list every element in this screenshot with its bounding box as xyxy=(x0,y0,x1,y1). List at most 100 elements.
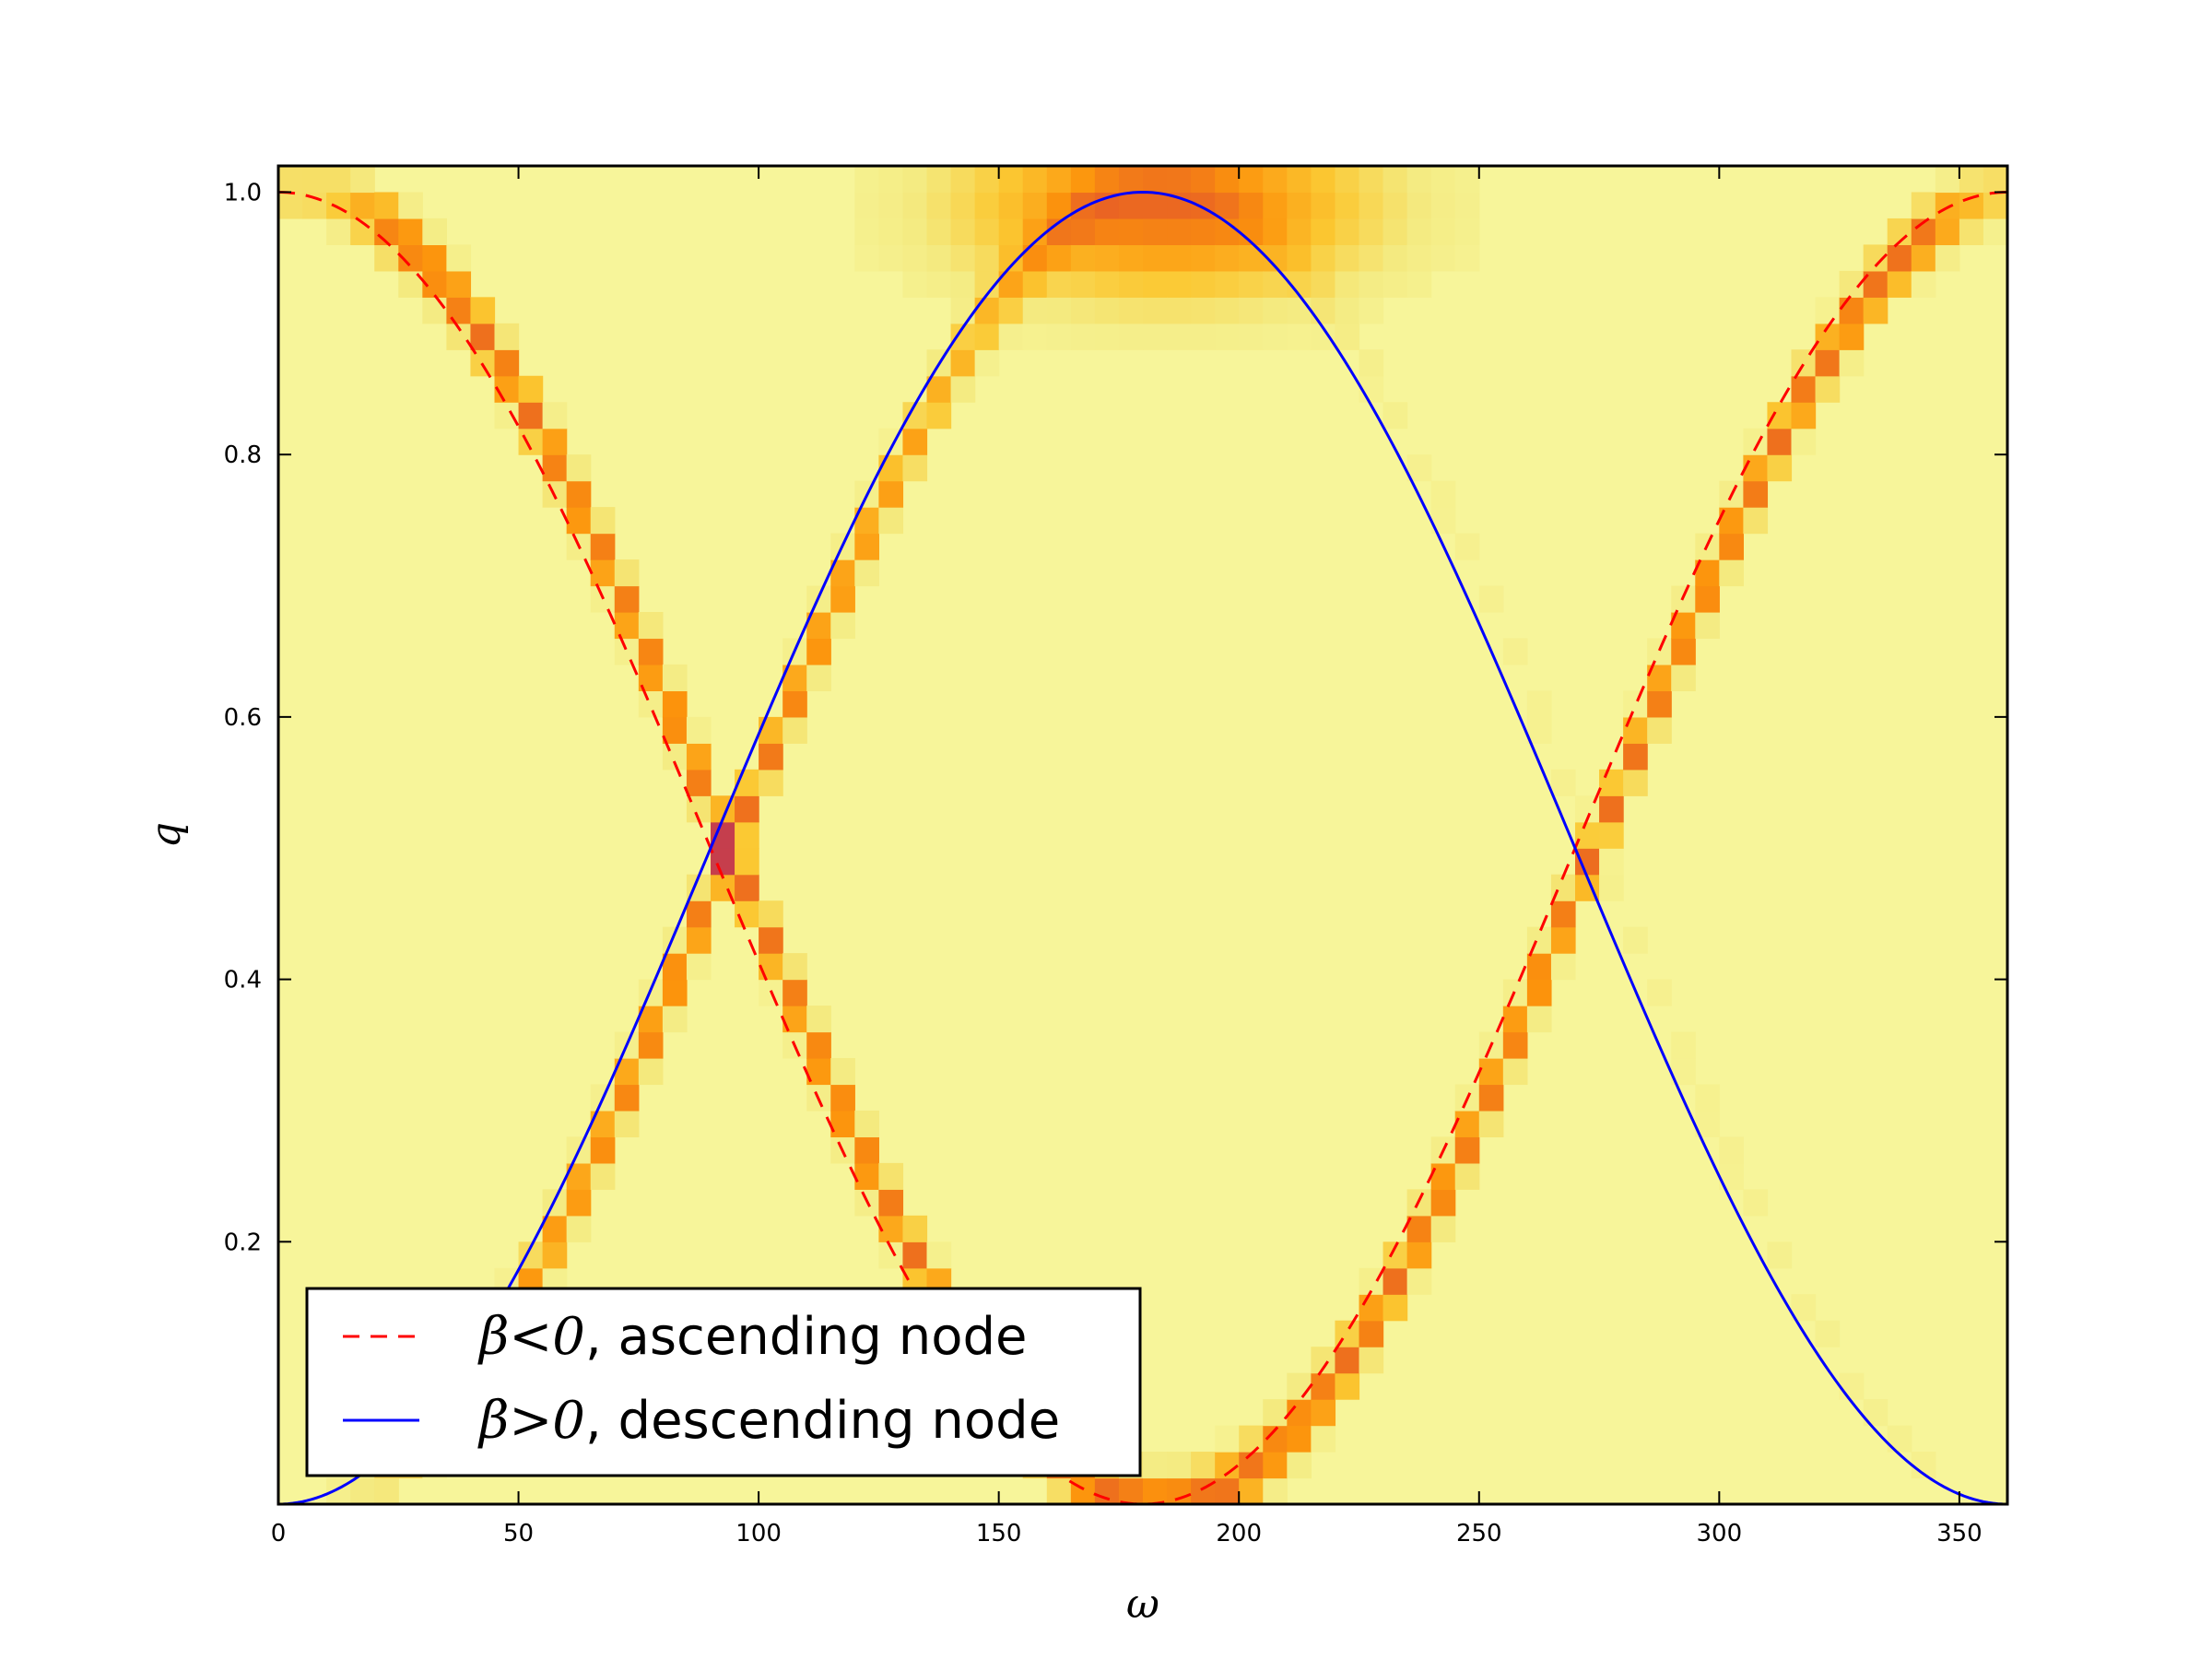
heatmap-cell xyxy=(1143,297,1168,324)
heatmap-cell xyxy=(638,638,664,665)
heatmap-cell xyxy=(974,349,1000,377)
heatmap-cell xyxy=(1406,166,1432,194)
heatmap-cell xyxy=(878,1215,904,1242)
heatmap-cell xyxy=(1094,244,1120,272)
heatmap-cell xyxy=(350,166,375,194)
heatmap-cell xyxy=(446,244,472,272)
heatmap-cell xyxy=(926,244,952,272)
heatmap-cell xyxy=(950,349,976,377)
heatmap-cell xyxy=(686,743,712,771)
heatmap-cell xyxy=(1359,297,1384,324)
legend-symbol-ascending: β<0 xyxy=(477,1307,585,1367)
heatmap-cell xyxy=(1430,166,1456,194)
heatmap-cell xyxy=(950,218,976,246)
heatmap-cell xyxy=(902,1241,928,1269)
heatmap-cell xyxy=(1046,297,1072,324)
heatmap-cell xyxy=(1935,166,1960,194)
heatmap-cell xyxy=(662,979,688,1006)
heatmap-cell xyxy=(1215,1477,1240,1504)
heatmap-cell xyxy=(638,1031,664,1059)
heatmap-cell xyxy=(1526,953,1552,981)
heatmap-cell xyxy=(1791,349,1817,377)
heatmap-cell xyxy=(566,507,592,535)
heatmap-cell xyxy=(422,297,447,324)
heatmap-cell xyxy=(1815,297,1841,324)
heatmap-cell xyxy=(926,166,952,194)
heatmap-cell xyxy=(878,454,904,482)
heatmap-cell xyxy=(638,690,664,718)
heatmap-cell xyxy=(878,192,904,219)
heatmap-cell xyxy=(1647,716,1672,744)
heatmap-cell xyxy=(422,218,447,246)
heatmap-cell xyxy=(1359,1267,1384,1295)
y-tick-label: 0.4 xyxy=(224,967,262,994)
heatmap-cell xyxy=(759,716,783,744)
heatmap-cell xyxy=(686,716,712,744)
heatmap-cell xyxy=(422,244,447,272)
heatmap-cell xyxy=(1815,375,1841,403)
heatmap-cell xyxy=(542,428,568,455)
heatmap-cell xyxy=(759,769,783,796)
heatmap-cell xyxy=(1767,402,1793,429)
heatmap-cell xyxy=(1406,454,1432,482)
heatmap-cell xyxy=(1335,1372,1360,1400)
heatmap-cell xyxy=(806,638,831,665)
heatmap-cell xyxy=(1935,192,1960,219)
heatmap-cell xyxy=(1502,1058,1528,1086)
series-line-descending xyxy=(278,190,2007,1504)
heatmap-cell xyxy=(735,874,759,901)
heatmap-cell xyxy=(1647,979,1672,1006)
heatmap-cell xyxy=(1887,270,1912,298)
heatmap-cell xyxy=(878,218,904,246)
heatmap-cell xyxy=(1887,244,1912,272)
heatmap-cell xyxy=(1382,1294,1408,1322)
heatmap-cell xyxy=(1335,323,1360,350)
heatmap-cell xyxy=(1215,166,1240,194)
heatmap-cell xyxy=(638,1058,664,1086)
heatmap-cell xyxy=(1094,323,1120,350)
heatmap-cell xyxy=(854,218,879,246)
heatmap-cell xyxy=(1263,192,1288,219)
heatmap-cell xyxy=(1118,218,1144,246)
heatmap-cell xyxy=(1406,1241,1432,1269)
x-tick-label: 350 xyxy=(1936,1520,1983,1547)
heatmap-cell xyxy=(1959,192,1984,219)
heatmap-cell xyxy=(326,192,351,219)
heatmap-cell xyxy=(518,402,544,429)
legend-text-ascending: , ascending node xyxy=(585,1307,1028,1367)
heatmap-cell xyxy=(1335,166,1360,194)
heatmap-cell xyxy=(1070,166,1096,194)
heatmap-cell xyxy=(1143,244,1168,272)
heatmap-cell xyxy=(1094,297,1120,324)
heatmap-cell xyxy=(1143,323,1168,350)
heatmap-cell xyxy=(1022,270,1048,298)
heatmap-cell xyxy=(350,1477,375,1504)
heatmap-cell xyxy=(1647,638,1672,665)
heatmap-cell xyxy=(1239,297,1264,324)
heatmap-cell xyxy=(902,244,928,272)
heatmap-cell xyxy=(974,218,1000,246)
heatmap-cell xyxy=(830,1084,855,1112)
heatmap-cell xyxy=(1118,297,1144,324)
heatmap-cell xyxy=(1287,192,1312,219)
heatmap-cell xyxy=(902,1215,928,1242)
heatmap-cell xyxy=(1959,218,1984,246)
heatmap-cell xyxy=(1454,1110,1480,1138)
heatmap-cell xyxy=(374,1477,399,1504)
heatmap-cell xyxy=(1311,1425,1336,1453)
heatmap-cell xyxy=(1070,1477,1096,1504)
heatmap-cell xyxy=(926,218,952,246)
heatmap-cell xyxy=(1143,1452,1168,1479)
heatmap-cell xyxy=(1430,480,1456,508)
x-tick-label: 150 xyxy=(976,1520,1022,1547)
heatmap-cell xyxy=(735,848,759,876)
heatmap-cell xyxy=(926,270,952,298)
legend-text-descending: , descending node xyxy=(585,1391,1060,1451)
heatmap-cell xyxy=(1118,244,1144,272)
legend-symbol-descending: β>0 xyxy=(477,1391,585,1451)
heatmap-cell xyxy=(1526,690,1552,718)
heatmap-cell xyxy=(1839,349,1865,377)
heatmap-cell xyxy=(806,1006,831,1033)
heatmap-cell xyxy=(1815,349,1841,377)
heatmap-cell xyxy=(1863,297,1888,324)
